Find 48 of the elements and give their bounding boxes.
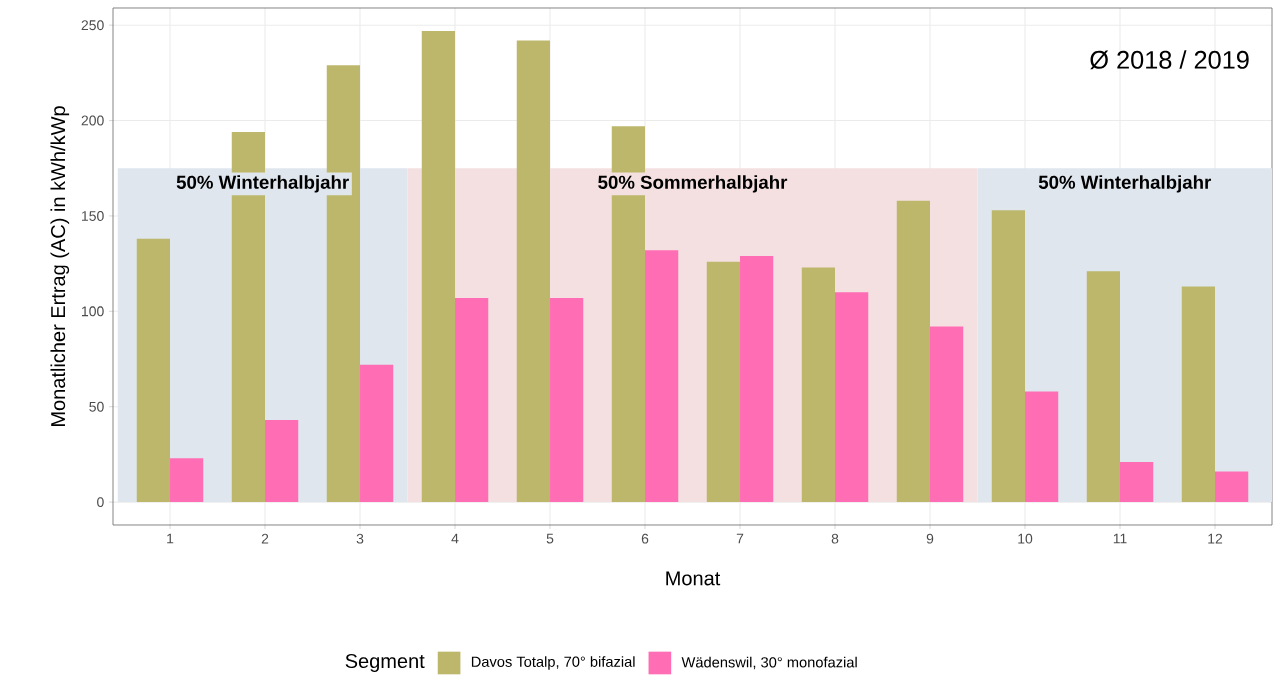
y-tick-label: 50 — [89, 401, 104, 412]
y-tick-label: 0 — [97, 497, 104, 508]
bar — [136, 238, 171, 503]
bar — [421, 30, 456, 503]
x-tick-label: 5 — [546, 533, 554, 544]
band-label: 50% Winterhalbjahr — [1038, 175, 1212, 193]
bar — [455, 297, 489, 503]
bar — [740, 256, 774, 503]
bar — [360, 364, 394, 503]
legend-label: Davos Totalp, 70° bifazial — [471, 656, 635, 670]
bar — [896, 200, 931, 503]
y-tick-label: 100 — [82, 306, 104, 317]
bar — [1086, 271, 1120, 503]
bar — [801, 267, 836, 503]
band-label: 50% Winterhalbjahr — [176, 175, 349, 193]
x-tick-label: 8 — [831, 533, 839, 544]
x-tick-label: 6 — [641, 533, 649, 544]
legend-label: Wädenswil, 30° monofazial — [681, 656, 857, 670]
x-tick-label: 1 — [167, 533, 174, 544]
bar — [1120, 462, 1154, 503]
x-tick-label: 3 — [356, 533, 364, 544]
band-label: 50% Sommerhalbjahr — [598, 175, 788, 193]
x-tick-label: 10 — [1018, 533, 1033, 544]
y-axis-title: Monatlicher Ertrag (AC) in kWh/kWp — [50, 106, 70, 427]
bar — [170, 458, 204, 503]
bar — [1025, 391, 1059, 503]
bar — [1181, 286, 1215, 503]
bar — [835, 292, 869, 503]
bar — [265, 420, 299, 503]
x-axis-title: Monat — [666, 571, 721, 586]
y-tick-label: 150 — [82, 210, 104, 221]
x-tick-label: 2 — [261, 533, 269, 544]
y-tick-label: 250 — [81, 20, 104, 31]
x-tick-label: 4 — [451, 533, 459, 544]
bar — [706, 261, 741, 503]
annotation: Ø 2018 / 2019 — [1090, 50, 1249, 70]
bar — [930, 326, 964, 503]
bar — [516, 40, 551, 503]
x-tick-label: 11 — [1113, 533, 1127, 544]
bar — [1215, 471, 1249, 503]
x-tick-label: 9 — [926, 533, 934, 544]
y-tick-label: 200 — [81, 115, 104, 126]
x-tick-label: 12 — [1208, 533, 1223, 544]
bar — [645, 250, 679, 503]
bar — [991, 210, 1026, 503]
x-tick-label: 7 — [736, 533, 744, 544]
bar — [550, 297, 584, 503]
legend-title: Segment — [345, 653, 425, 673]
